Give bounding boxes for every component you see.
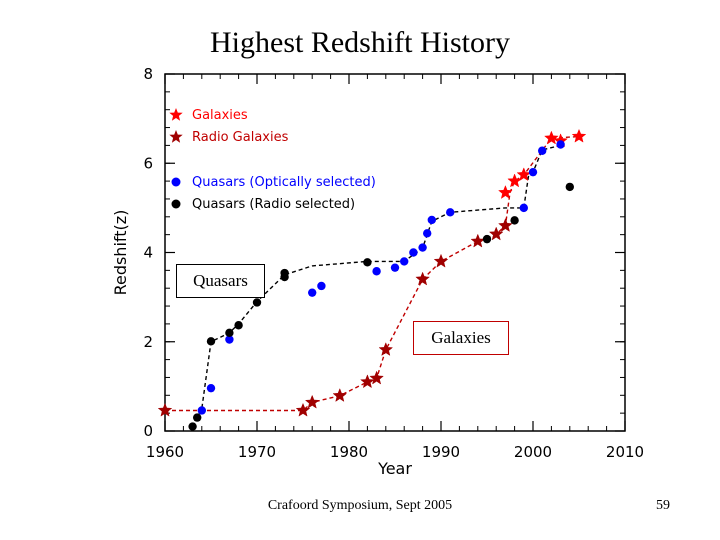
radio-galaxies-point [304,394,320,409]
quasars-radio-selected-point [234,321,243,330]
radio-galaxies-point [415,271,430,286]
y-tick-label: 0 [143,422,153,440]
radio-galaxies-point [470,233,486,248]
quasars-optically-selected-point [197,406,206,415]
galaxies-callout: Galaxies [413,321,509,355]
radio-galaxies-point [433,253,449,268]
slide-title: Highest Redshift History [210,26,510,59]
y-tick-label: 4 [143,244,153,262]
quasars-radio-selected-point [193,413,202,422]
radio-galaxies-point [369,370,384,385]
quasars-radio-selected-point [252,298,262,307]
quasars-optically-selected-point [206,383,216,393]
y-tick-label: 8 [143,65,153,83]
legend-marker [171,199,181,209]
x-tick-label: 1980 [330,443,368,461]
quasars-optically-selected-point [538,146,547,155]
quasars-radio-selected-point [225,328,234,338]
galaxies-point [498,185,513,199]
legend-marker [169,130,183,143]
y-axis-label: Redshift(z) [111,210,130,296]
quasars-optically-selected-point [556,140,565,149]
radio-galaxies-point [332,388,348,402]
galaxies-point [571,128,587,143]
legend-label: Quasars (Optically selected) [192,175,376,190]
quasars-optically-selected-point [390,263,400,272]
quasars-optically-selected-point [317,281,326,291]
plot-frame [164,73,626,432]
quasars-optically-selected-point [372,267,381,276]
slide-footer: Crafoord Symposium, Sept 2005 [267,498,453,513]
legend-marker [169,108,183,121]
x-tick-label: 2010 [606,443,644,461]
quasars-radio-selected-point [482,234,492,244]
quasars-optically-selected-point [528,167,538,177]
legend-label: Radio Galaxies [192,130,289,145]
galaxies-point [544,130,559,145]
radio-galaxies-point [498,218,513,232]
quasars-optically-selected-point [423,229,432,238]
quasars-callout: Quasars [176,264,265,298]
quasars-radio-selected-point [510,216,519,225]
quasars-optically-selected-point [418,243,427,252]
x-tick-label: 1970 [238,443,276,461]
x-tick-label: 1990 [422,443,460,461]
quasars-optically-selected-point [409,248,418,257]
legend-marker [171,177,181,187]
quasars-optically-selected-point [400,257,409,266]
legend-label: Quasars (Radio selected) [192,197,355,212]
quasars-optically-selected-point [308,288,317,297]
y-tick-label: 2 [143,333,153,351]
quasars-optically-selected-point [427,215,436,225]
x-tick-label: 1960 [146,443,184,461]
quasars-radio-selected-point [280,268,289,278]
quasars-radio-selected-point [363,258,372,267]
radio-galaxies-point [488,226,504,241]
quasars-optically-selected-point [519,203,528,213]
quasars-radio-selected-point [188,422,197,431]
quasars-optically-selected-point [225,335,234,344]
galaxies-point [507,173,522,188]
page-number: 59 [656,498,670,513]
legend-label: Galaxies [192,108,248,123]
radio-galaxies-point [360,374,375,389]
x-axis-label: Year [377,459,412,478]
radio-galaxies-point [295,402,311,417]
y-tick-label: 6 [143,154,153,172]
x-tick-label: 2000 [514,443,552,461]
radio-galaxies-point [378,342,394,356]
radio-galaxies-point [157,402,173,417]
quasars-radio-selected-point [206,337,216,346]
quasars-optically-selected-point [446,208,455,217]
quasars-radio-selected-point [565,182,574,192]
